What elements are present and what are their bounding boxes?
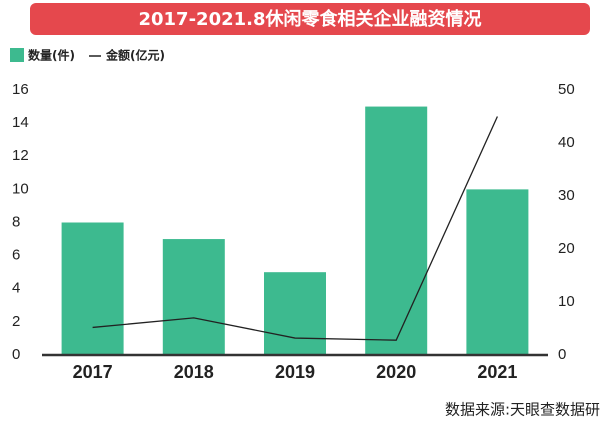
line [92,116,498,341]
y-tick-label: 10 [12,180,29,197]
chart-title: 2017-2021.8休闲零食相关企业融资情况 [138,8,481,30]
y-tick-label: 4 [12,280,20,297]
y-tick-label: 14 [12,114,29,131]
bar [162,239,225,355]
y-tick-label: 16 [12,81,29,98]
y2-tick-label: 0 [558,346,566,363]
x-tick-label: 2021 [477,362,517,382]
legend-label: 金额(亿元) [105,48,165,63]
y2-tick-label: 10 [558,293,575,310]
x-tick-label: 2020 [376,362,416,382]
y2-tick-label: 50 [558,81,575,98]
y-tick-label: 6 [12,247,20,264]
bar [61,222,124,355]
source: 数据来源:天眼查数据研 [445,401,600,419]
bar [365,106,428,355]
y2-tick-label: 30 [558,187,575,204]
bar [466,189,529,355]
legend-swatch [10,48,24,62]
title-banner [30,3,590,35]
y-tick-label: 8 [12,213,20,230]
x-tick-label: 2017 [73,362,113,382]
bar [264,272,326,355]
y2-tick-label: 40 [558,134,575,151]
x-tick-label: 2019 [275,362,315,382]
y-tick-label: 12 [12,147,29,164]
x-tick-label: 2018 [174,362,214,382]
y2-tick-label: 20 [558,240,575,257]
y-tick-label: 0 [12,346,20,363]
y-tick-label: 2 [12,313,20,330]
legend-label: 数量(件) [28,48,75,63]
